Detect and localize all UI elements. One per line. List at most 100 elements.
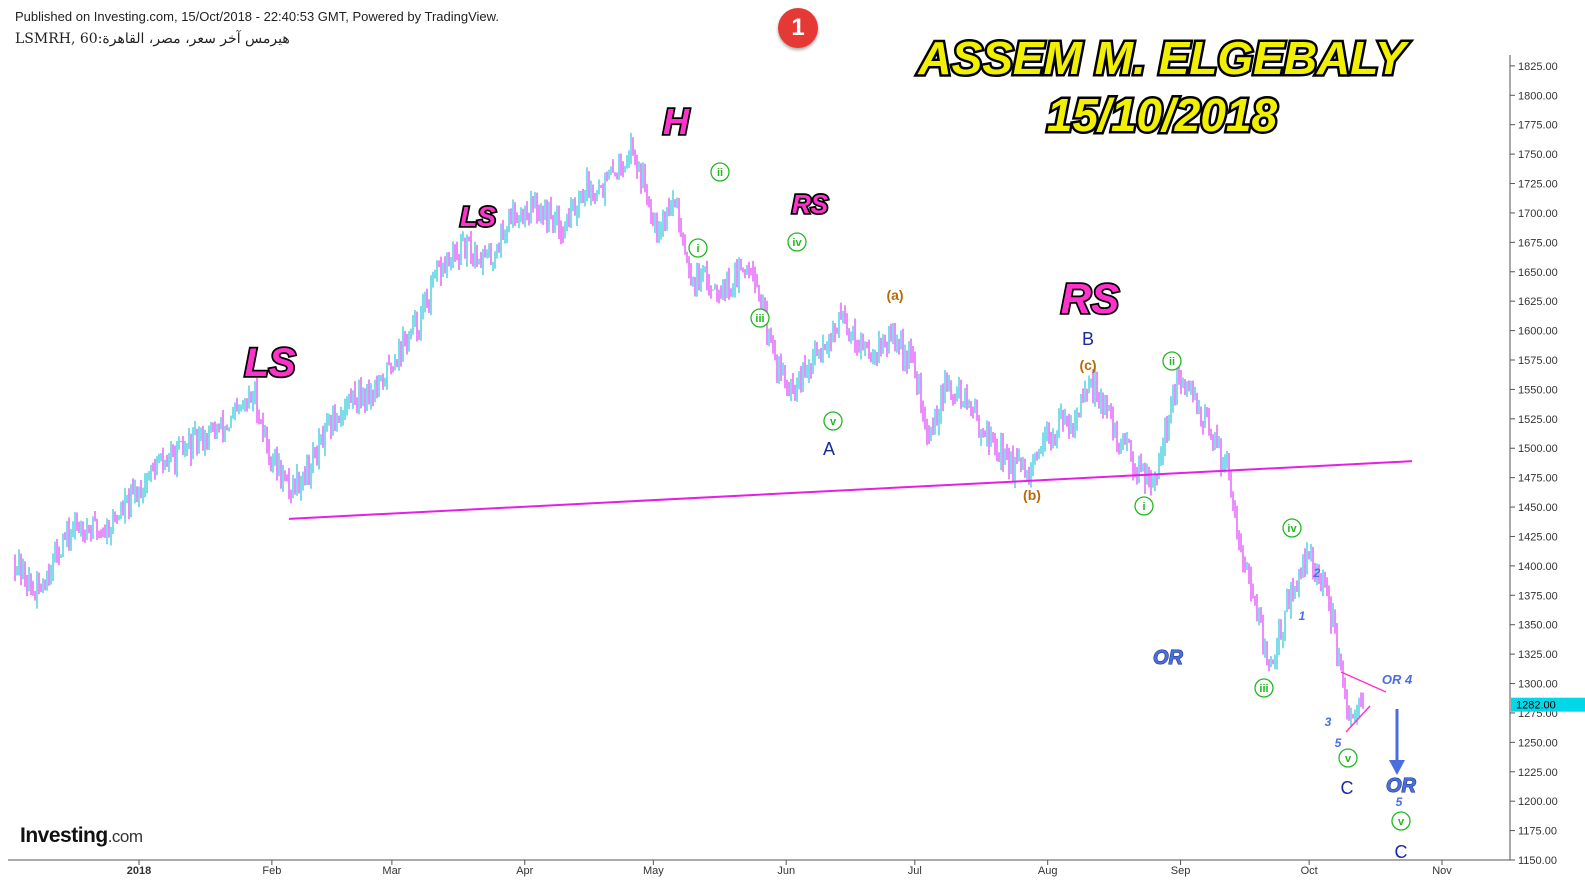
y-tick-label: 1350.00: [1518, 620, 1558, 632]
y-tick-label: 1575.00: [1518, 355, 1558, 367]
y-tick-label: 1225.00: [1518, 767, 1558, 779]
wave-label: v: [1345, 753, 1352, 765]
last-price-tag: [1511, 697, 1585, 712]
triangle-upper: [1340, 671, 1387, 693]
corrective-label: (a): [886, 287, 903, 303]
y-tick-label: 1450.00: [1518, 502, 1558, 514]
chart-grid: [8, 55, 1511, 861]
last-price-label: 1282.00: [1516, 700, 1556, 712]
pattern-label: RS: [1061, 275, 1119, 322]
wave-label: ii: [1169, 356, 1175, 368]
y-tick-label: 1700.00: [1518, 208, 1558, 220]
pattern-label: H: [663, 101, 690, 142]
logo-suffix: .com: [107, 827, 143, 846]
sub-wave-label: 5: [1396, 795, 1403, 809]
wave-labels: LSLSHRSRSiiiiiiivviiiiiiivvv(a)(b)(c)ABC…: [243, 99, 1417, 862]
wave-label: ii: [717, 167, 723, 179]
author-date: 15/10/2018: [1047, 89, 1278, 141]
x-tick-label: May: [643, 865, 664, 877]
sub-wave-label: 5: [1335, 736, 1342, 750]
wave-label: iv: [1287, 523, 1297, 535]
y-tick-label: 1525.00: [1518, 414, 1558, 426]
logo-brand: Investing: [20, 824, 108, 847]
wave-circle: [688, 238, 708, 258]
x-tick-label: Mar: [382, 865, 401, 877]
x-tick-label: Jul: [908, 865, 922, 877]
x-tick-label: Apr: [516, 865, 533, 877]
triangle-lower: [1345, 705, 1371, 733]
wave-label: i: [696, 243, 699, 255]
alternate-label: OR: [1386, 775, 1417, 797]
wave-circle: [750, 308, 770, 328]
y-tick-label: 1750.00: [1518, 149, 1558, 161]
pattern-label: RS: [792, 189, 829, 219]
x-tick-label: Nov: [1432, 865, 1452, 877]
x-tick-label: Sep: [1171, 865, 1191, 877]
abc-label: B: [1082, 329, 1094, 349]
y-tick-label: 1250.00: [1518, 737, 1558, 749]
x-tick-label: Aug: [1038, 865, 1058, 877]
y-tick-label: 1400.00: [1518, 561, 1558, 573]
wave-circle: [1134, 496, 1154, 516]
corrective-label: (b): [1023, 487, 1041, 503]
y-axis: 1150.001175.001200.001225.001250.001275.…: [1510, 61, 1585, 867]
author-name: ASSEM M. ELGEBALY: [917, 32, 1410, 84]
sub-wave-label: 1: [1299, 609, 1306, 623]
wave-label: v: [1398, 816, 1405, 828]
abc-label: C: [1395, 842, 1408, 862]
y-tick-label: 1475.00: [1518, 473, 1558, 485]
wave-circle: [1338, 748, 1358, 768]
x-tick-label: Jun: [777, 865, 795, 877]
wave-label: iv: [792, 237, 802, 249]
wave-circle: [823, 411, 843, 431]
wave-label: i: [1142, 501, 1145, 513]
y-tick-label: 1650.00: [1518, 267, 1558, 279]
wave-label: v: [830, 416, 837, 428]
y-tick-label: 1550.00: [1518, 384, 1558, 396]
x-tick-label: Oct: [1301, 865, 1318, 877]
y-tick-label: 1325.00: [1518, 649, 1558, 661]
wave-circle: [1162, 351, 1182, 371]
wave-circle: [1254, 678, 1274, 698]
wave-circle: [710, 162, 730, 182]
y-tick-label: 1675.00: [1518, 237, 1558, 249]
abc-label: A: [823, 439, 835, 459]
notification-badge[interactable]: 1: [778, 8, 818, 48]
y-tick-label: 1375.00: [1518, 590, 1558, 602]
y-tick-label: 1425.00: [1518, 531, 1558, 543]
x-axis: 2018 Feb Mar Apr May Jun Jul Aug Sep Oct Nov: [127, 860, 1452, 877]
y-tick-label: 1775.00: [1518, 120, 1558, 132]
alternate-label: OR 4: [1382, 672, 1413, 687]
abc-label: C: [1341, 778, 1354, 798]
x-tick-label: 2018: [127, 865, 151, 877]
sub-wave-label: 2: [1313, 566, 1321, 580]
y-tick-label: 1800.00: [1518, 90, 1558, 102]
pattern-label: LS: [460, 201, 496, 232]
y-tick-label: 1150.00: [1518, 855, 1557, 867]
alternate-label: OR: [1153, 647, 1184, 669]
wave-circle: [787, 232, 807, 252]
down-arrow-head: [1389, 760, 1405, 775]
candle-series: [14, 132, 1364, 727]
y-tick-label: 1175.00: [1518, 826, 1557, 838]
wave-circle: [1391, 811, 1411, 831]
sub-wave-label: 3: [1325, 715, 1332, 729]
y-tick-label: 1625.00: [1518, 296, 1558, 308]
investing-logo: Investing.com: [20, 824, 143, 848]
x-tick-label: Feb: [262, 865, 281, 877]
y-tick-label: 1300.00: [1518, 679, 1558, 691]
symbol-line: هيرمس آخر سعر، مصر، القاهرة:LSMRH, 60: [15, 31, 290, 47]
wave-circle: [1282, 518, 1302, 538]
y-tick-label: 1725.00: [1518, 179, 1558, 191]
y-tick-label: 1200.00: [1518, 796, 1558, 808]
pattern-label: LS: [244, 341, 295, 385]
published-line: Published on Investing.com, 15/Oct/2018 …: [15, 9, 499, 24]
overlay-lines: [288, 460, 1413, 775]
wave-label: iii: [755, 313, 764, 325]
y-tick-label: 1600.00: [1518, 326, 1558, 338]
y-tick-label: 1825.00: [1518, 61, 1558, 73]
y-tick-label: 1500.00: [1518, 443, 1558, 455]
corrective-label: (c): [1079, 357, 1096, 373]
